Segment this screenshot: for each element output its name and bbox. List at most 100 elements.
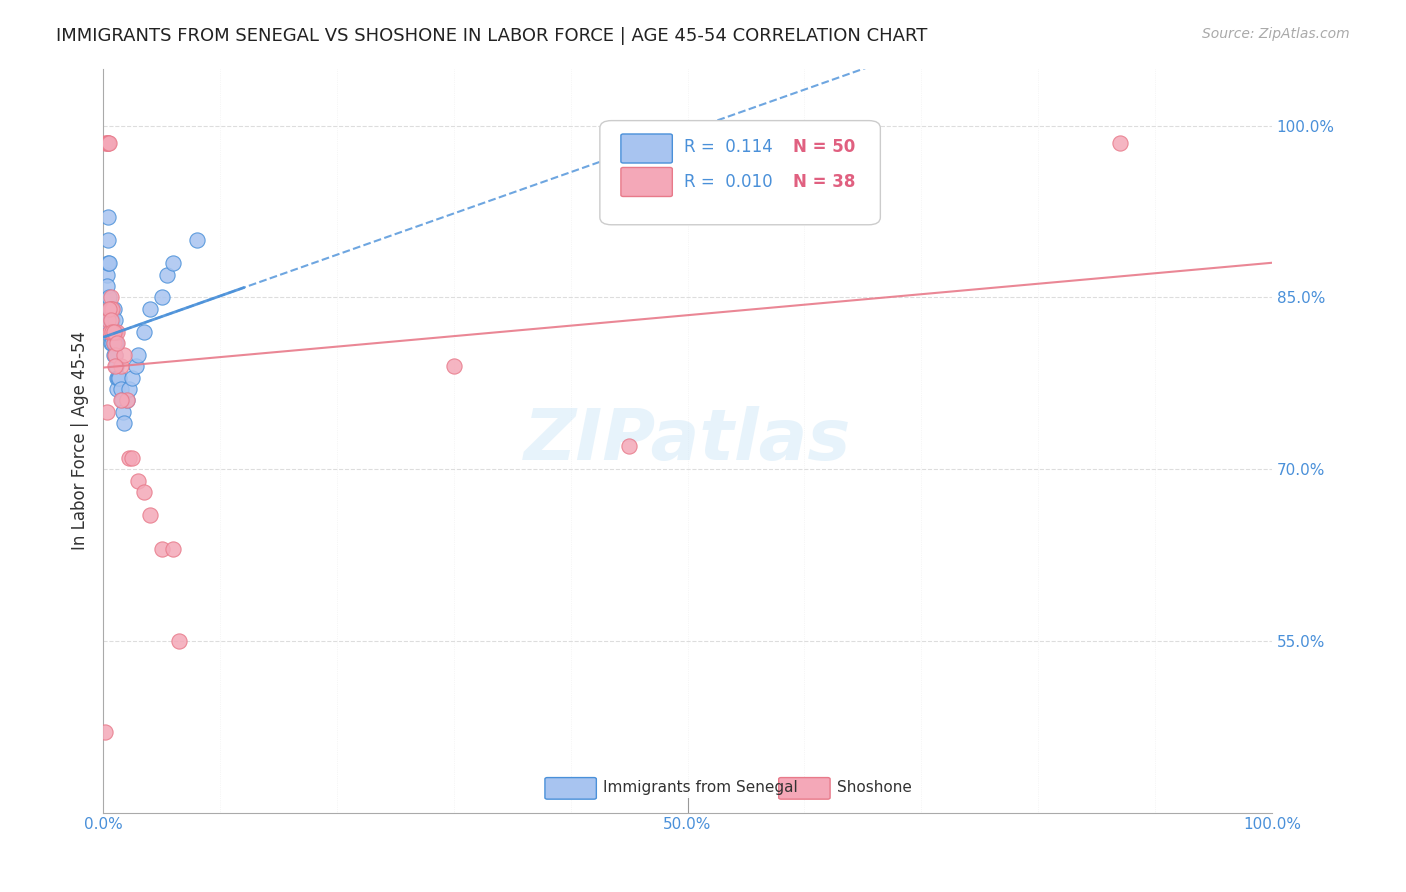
Point [112, 417, 135, 431]
Point [150, 542, 173, 557]
Point [118, 382, 141, 396]
Point [101, 336, 124, 351]
Point [104, 348, 127, 362]
Text: Source: ZipAtlas.com: Source: ZipAtlas.com [1202, 27, 1350, 41]
Point [103, 336, 125, 351]
Point [103, 336, 125, 351]
Point [101, 313, 124, 327]
Point [94, 725, 117, 739]
Point [110, 359, 132, 373]
Point [115, 393, 138, 408]
Point [100, 313, 122, 327]
Point [115, 393, 138, 408]
Point [104, 336, 127, 351]
Y-axis label: In Labor Force | Age 45-54: In Labor Force | Age 45-54 [72, 331, 89, 550]
Point [97, 313, 120, 327]
Text: R =  0.010: R = 0.010 [683, 173, 773, 191]
Point [108, 370, 131, 384]
Text: IMMIGRANTS FROM SENEGAL VS SHOSHONE IN LABOR FORCE | AGE 45-54 CORRELATION CHART: IMMIGRANTS FROM SENEGAL VS SHOSHONE IN L… [56, 27, 928, 45]
Point [97, 136, 120, 150]
FancyBboxPatch shape [621, 168, 672, 196]
Point [96, 136, 118, 150]
Point [98, 325, 121, 339]
Point [132, 325, 155, 339]
Point [97, 233, 120, 247]
Point [104, 313, 127, 327]
Point [110, 382, 132, 396]
Point [100, 336, 122, 351]
Text: ZIPatlas: ZIPatlas [524, 406, 851, 475]
Point [125, 359, 148, 373]
Point [96, 268, 118, 282]
Point [118, 450, 141, 465]
Point [110, 393, 132, 408]
Point [98, 136, 121, 150]
Point [98, 325, 121, 339]
Text: Shoshone: Shoshone [837, 780, 912, 796]
FancyBboxPatch shape [546, 778, 596, 799]
Point [98, 290, 121, 304]
Point [103, 325, 125, 339]
Point [111, 393, 134, 408]
Text: Immigrants from Senegal: Immigrants from Senegal [603, 780, 799, 796]
Point [98, 301, 121, 316]
Point [98, 301, 121, 316]
Point [101, 301, 124, 316]
Point [100, 290, 122, 304]
Point [96, 405, 118, 419]
Point [100, 313, 122, 327]
Point [104, 359, 127, 373]
Point [105, 325, 128, 339]
Point [107, 370, 129, 384]
Point [98, 301, 121, 316]
Text: R =  0.114: R = 0.114 [683, 137, 773, 155]
Point [98, 313, 121, 327]
Point [186, 233, 208, 247]
Point [127, 348, 149, 362]
Point [443, 359, 465, 373]
FancyBboxPatch shape [621, 134, 672, 163]
Point [104, 325, 127, 339]
Point [97, 256, 120, 270]
Point [105, 370, 128, 384]
Point [121, 370, 143, 384]
Point [94, 325, 117, 339]
Text: N = 50: N = 50 [793, 137, 855, 155]
Point [98, 325, 121, 339]
Point [150, 290, 173, 304]
Point [104, 336, 127, 351]
Point [127, 474, 149, 488]
Point [112, 348, 135, 362]
Point [156, 268, 179, 282]
Point [101, 325, 124, 339]
Point [100, 325, 122, 339]
Point [100, 325, 122, 339]
Point [105, 382, 128, 396]
Text: N = 38: N = 38 [793, 173, 855, 191]
Point [103, 301, 125, 316]
FancyBboxPatch shape [600, 120, 880, 225]
Point [100, 313, 122, 327]
Point [162, 256, 184, 270]
Point [617, 439, 640, 453]
Point [139, 301, 162, 316]
Point [98, 256, 121, 270]
Point [104, 348, 127, 362]
Point [139, 508, 162, 522]
Point [97, 136, 120, 150]
Point [104, 325, 127, 339]
Point [162, 542, 184, 557]
Point [105, 336, 128, 351]
Point [1109, 136, 1132, 150]
Point [101, 325, 124, 339]
Point [121, 450, 143, 465]
FancyBboxPatch shape [779, 778, 830, 799]
Point [104, 359, 127, 373]
Point [98, 325, 121, 339]
Point [167, 633, 190, 648]
Point [101, 301, 124, 316]
Point [96, 279, 118, 293]
Point [111, 405, 134, 419]
Point [100, 301, 122, 316]
Point [103, 348, 125, 362]
